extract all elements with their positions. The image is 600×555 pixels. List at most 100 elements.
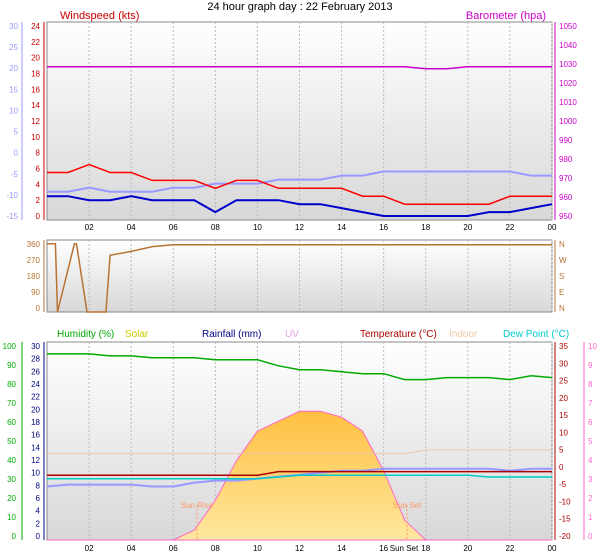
windspeed-axis-tick-label: 0	[36, 212, 41, 221]
rain-axis-tick-label: 26	[31, 367, 40, 376]
temp-axis-tick-label: 0	[559, 463, 564, 472]
outer-axis-tick-label: 10	[9, 106, 18, 115]
temp-axis-tick-label: 25	[559, 377, 568, 386]
rain-axis-tick-label: 24	[31, 380, 40, 389]
series-indoor-line	[47, 449, 552, 455]
outer-axis-tick-label: 15	[9, 85, 18, 94]
x-tick-label: 06	[169, 223, 178, 232]
legend-item: Humidity (%)	[57, 329, 114, 340]
direction-axis-tick-label: 0	[36, 304, 41, 313]
series-temperature-line	[47, 470, 552, 476]
compass-axis-tick-label: W	[559, 256, 567, 265]
barometer-axis-tick-label: 1000	[559, 117, 577, 126]
windspeed-axis-tick-label: 12	[31, 117, 40, 126]
uv-axis-tick-label: 7	[588, 399, 593, 408]
barometer-axis-tick-label: 1030	[559, 60, 577, 69]
panel-humidity-temperature: Humidity (%) Solar Rainfall (mm) UV Temperat…	[3, 329, 598, 553]
outer-axis-tick-label: 20	[9, 64, 18, 73]
outer-axis-tick-label: -10	[6, 191, 18, 200]
x-tick-label: 12	[295, 223, 304, 232]
outer-axis-tick-label: -15	[6, 212, 18, 221]
windspeed-axis-tick-label: 10	[31, 133, 40, 142]
windspeed-axis-tick-label: 8	[36, 149, 41, 158]
outer-axis-tick-label: 25	[9, 43, 18, 52]
barometer-axis-tick-label: 1010	[559, 98, 577, 107]
rain-axis-tick-label: 20	[31, 405, 40, 414]
series-wind-direction-line	[47, 243, 552, 313]
temp-axis-tick-label: -10	[559, 497, 571, 506]
top-series	[47, 66, 553, 217]
series-humidity-line	[47, 353, 553, 381]
x-tick-label: 08	[211, 544, 220, 553]
x-tick-label: 12	[295, 544, 304, 553]
barometer-label: Barometer (hpa)	[466, 10, 546, 22]
humidity-axis-tick-label: 60	[7, 418, 16, 427]
x-tick-label: 04	[127, 223, 136, 232]
legend-item: UV	[285, 329, 299, 340]
humidity-axis-tick-label: 20	[7, 494, 16, 503]
humidity-axis-tick-label: 80	[7, 380, 16, 389]
direction-axis-tick-label: 270	[27, 256, 41, 265]
rain-axis-tick-label: 30	[31, 342, 40, 351]
rain-axis-tick-label: 28	[31, 355, 40, 364]
direction-axis-tick-label: 180	[27, 272, 41, 281]
humidity-axis-tick-label: 30	[7, 475, 16, 484]
rain-axis-tick-label: 2	[36, 519, 41, 528]
humidity-axis-tick-label: 70	[7, 399, 16, 408]
uv-axis-tick-label: 8	[588, 380, 593, 389]
windspeed-axis-tick-label: 18	[31, 70, 40, 79]
compass-axis-tick-label: E	[559, 288, 564, 297]
windspeed-axis-tick-label: 2	[36, 196, 41, 205]
barometer-axis-tick-label: 980	[559, 155, 573, 164]
top-grid	[88, 22, 553, 220]
rain-axis-tick-label: 6	[36, 494, 41, 503]
rain-axis-tick-label: 0	[36, 532, 41, 541]
series-dew-point-line	[47, 474, 552, 480]
x-tick-label: 16	[379, 544, 388, 553]
outer-axis-tick-label: 5	[14, 128, 19, 137]
temp-axis-tick-label: -20	[559, 532, 571, 541]
x-tick-label: 00	[548, 223, 557, 232]
rain-axis-tick-label: 4	[36, 507, 41, 516]
temp-axis-tick-label: 20	[559, 394, 568, 403]
compass-axis-tick-label: N	[559, 240, 565, 249]
rain-axis-tick-label: 14	[31, 443, 40, 452]
x-tick-label: 08	[211, 223, 220, 232]
barometer-axis-tick-label: 1020	[559, 79, 577, 88]
bottom-series	[46, 353, 553, 541]
x-tick-label: 10	[253, 223, 262, 232]
compass-axis-tick-label: N	[559, 304, 565, 313]
x-tick-label: 20	[463, 223, 472, 232]
uv-axis-tick-label: 9	[588, 361, 593, 370]
direction-axis-tick-label: 360	[27, 240, 41, 249]
sun-set-tick-label: Sun Set	[390, 544, 419, 553]
humidity-axis-tick-label: 50	[7, 437, 16, 446]
x-tick-label: 00	[548, 544, 557, 553]
sun-set-label: Sun Set	[393, 501, 422, 510]
legend-item: Dew Point (°C)	[503, 329, 569, 340]
series-outer-scale-line	[47, 170, 552, 193]
compass-axis-tick-label: S	[559, 272, 564, 281]
humidity-axis-tick-label: 10	[7, 513, 16, 522]
outer-axis-tick-label: -5	[11, 170, 19, 179]
windspeed-axis-tick-label: 24	[31, 22, 40, 31]
series-windspeed-gust-line	[47, 163, 552, 205]
series-windspeed-line	[47, 195, 553, 217]
barometer-axis-tick-label: 1050	[559, 22, 577, 31]
uv-axis-tick-label: 2	[588, 494, 593, 503]
legend-item: Indoor	[449, 329, 478, 340]
outer-axis-tick-label: 30	[9, 22, 18, 31]
temp-axis-tick-label: 5	[559, 446, 564, 455]
x-tick-label: 20	[463, 544, 472, 553]
barometer-axis-tick-label: 990	[559, 136, 573, 145]
windspeed-label: Windspeed (kts)	[60, 10, 139, 22]
rain-axis-tick-label: 12	[31, 456, 40, 465]
top-axes: 242220181614121086420302520151050-5-10-1…	[6, 22, 577, 232]
uv-axis-tick-label: 5	[588, 437, 593, 446]
temp-axis-tick-label: 30	[559, 359, 568, 368]
legend-item: Temperature (°C)	[360, 329, 437, 340]
x-tick-label: 18	[421, 544, 430, 553]
windspeed-axis-tick-label: 6	[36, 165, 41, 174]
